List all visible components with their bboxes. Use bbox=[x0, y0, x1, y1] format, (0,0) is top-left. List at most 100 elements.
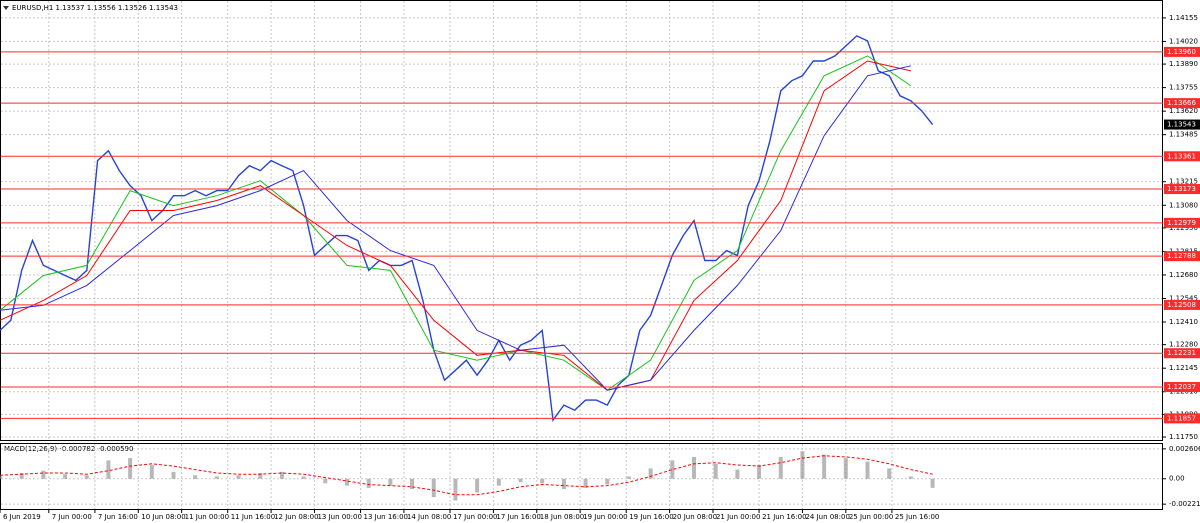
y-tick-label: -0.002215 bbox=[1169, 500, 1200, 508]
macd-header: MACD(12,26,9) -0.000782 -0.000590 bbox=[4, 445, 133, 453]
macd-bar bbox=[410, 478, 415, 490]
x-tick-label: 18 Jun 08:00 bbox=[540, 513, 584, 521]
macd-bar bbox=[128, 458, 133, 479]
macd-bar bbox=[453, 478, 458, 501]
symbol-arrow bbox=[3, 6, 9, 10]
y-tick-label: 1.13215 bbox=[1169, 178, 1198, 186]
x-tick-label: 24 Jun 08:00 bbox=[805, 513, 849, 521]
level-label: 1.13361 bbox=[1167, 152, 1196, 160]
level-label-box bbox=[1164, 184, 1200, 195]
x-tick-label: 21 Jun 16:00 bbox=[762, 513, 806, 521]
macd-bar bbox=[258, 473, 263, 479]
macd-bar bbox=[475, 478, 480, 493]
y-tick-label: 1.11750 bbox=[1169, 433, 1198, 441]
level-label: 1.12231 bbox=[1167, 349, 1196, 357]
macd-bar bbox=[193, 475, 198, 479]
level-label: 1.13960 bbox=[1167, 48, 1196, 56]
macd-bar bbox=[0, 476, 2, 479]
macd-bar bbox=[518, 478, 523, 483]
last-price-box bbox=[1164, 119, 1200, 130]
x-tick-label: 11 Jun 00:00 bbox=[185, 513, 229, 521]
level-label-box bbox=[1164, 151, 1200, 162]
macd-bar bbox=[887, 468, 892, 479]
macd-bar bbox=[648, 468, 653, 479]
macd-bar bbox=[19, 473, 24, 479]
x-tick-label: 14 Jun 08:00 bbox=[407, 513, 451, 521]
level-label: 1.13666 bbox=[1167, 99, 1196, 107]
x-tick-label: 19 Jun 16:00 bbox=[629, 513, 673, 521]
macd-bar bbox=[540, 478, 545, 484]
macd-bar bbox=[366, 478, 371, 488]
macd-bar bbox=[930, 478, 935, 488]
macd-bar bbox=[822, 454, 827, 479]
price-line bbox=[0, 55, 912, 391]
y-tick-label: 1.12280 bbox=[1169, 341, 1198, 349]
y-tick-label: 0.00 bbox=[1169, 475, 1185, 483]
y-tick-label: 1.12680 bbox=[1169, 271, 1198, 279]
level-label-box bbox=[1164, 413, 1200, 424]
y-tick-label: 0.002606 bbox=[1169, 445, 1200, 453]
level-label-box bbox=[1164, 382, 1200, 393]
y-tick-label: 1.12950 bbox=[1169, 224, 1198, 232]
level-label: 1.12508 bbox=[1167, 301, 1196, 309]
macd-bar bbox=[670, 460, 675, 479]
macd-bar bbox=[388, 478, 393, 486]
macd-bar bbox=[279, 471, 284, 479]
level-label: 1.12979 bbox=[1167, 219, 1196, 227]
level-label-box bbox=[1164, 46, 1200, 57]
level-label: 1.12788 bbox=[1167, 252, 1196, 260]
y-tick-label: 1.12545 bbox=[1169, 294, 1198, 302]
x-tick-label: 7 Jun 00:00 bbox=[52, 513, 92, 521]
price-panel-frame bbox=[0, 0, 1163, 441]
macd-bar bbox=[149, 464, 154, 479]
y-tick-label: 1.13890 bbox=[1169, 60, 1198, 68]
macd-bar bbox=[757, 464, 762, 479]
x-tick-label: 17 Jun 00:00 bbox=[453, 513, 497, 521]
level-label: 1.11857 bbox=[1167, 414, 1196, 422]
macd-bar bbox=[908, 476, 913, 479]
y-tick-label: 1.13620 bbox=[1169, 107, 1198, 115]
price-line bbox=[0, 35, 934, 422]
macd-bar bbox=[561, 478, 566, 490]
y-tick-label: 1.12410 bbox=[1169, 318, 1198, 326]
price-line bbox=[0, 60, 912, 391]
macd-bar bbox=[345, 478, 350, 486]
macd-bar bbox=[843, 458, 848, 479]
macd-bar bbox=[41, 470, 46, 479]
macd-bar bbox=[583, 478, 588, 488]
x-tick-label: 10 Jun 08:00 bbox=[141, 513, 185, 521]
y-tick-label: 1.14155 bbox=[1169, 14, 1198, 22]
price-line bbox=[0, 65, 912, 391]
macd-bar bbox=[106, 460, 111, 479]
x-tick-label: 25 Jun 00:00 bbox=[849, 513, 893, 521]
level-label-box bbox=[1164, 217, 1200, 228]
macd-bar bbox=[865, 461, 870, 479]
x-tick-label: 17 Jun 16:00 bbox=[496, 513, 540, 521]
y-tick-label: 1.13485 bbox=[1169, 131, 1198, 139]
macd-bar bbox=[692, 456, 697, 479]
macd-bar bbox=[171, 471, 176, 479]
x-tick-label: 7 Jun 16:00 bbox=[98, 513, 138, 521]
price-header: EURUSD,H1 1.13537 1.13556 1.13526 1.1354… bbox=[12, 4, 178, 12]
macd-bar bbox=[214, 476, 219, 479]
x-tick-label: 12 Jun 08:00 bbox=[274, 513, 318, 521]
y-tick-label: 1.13755 bbox=[1169, 84, 1198, 92]
y-tick-label: 1.13080 bbox=[1169, 201, 1198, 209]
macd-bar bbox=[323, 478, 328, 484]
macd-bar bbox=[713, 463, 718, 479]
x-tick-label: 21 Jun 00:00 bbox=[716, 513, 760, 521]
level-label-box bbox=[1164, 348, 1200, 359]
x-tick-label: 6 Jun 2019 bbox=[3, 513, 41, 521]
macd-bar bbox=[63, 474, 68, 479]
x-tick-label: 13 Jun 00:00 bbox=[317, 513, 361, 521]
macd-bar bbox=[84, 475, 89, 479]
macd-bar bbox=[496, 478, 501, 486]
x-tick-label: 13 Jun 16:00 bbox=[364, 513, 408, 521]
macd-bar bbox=[626, 476, 631, 479]
macd-bar bbox=[431, 478, 436, 498]
level-label-box bbox=[1164, 299, 1200, 310]
macd-bar bbox=[301, 476, 306, 479]
level-label-box bbox=[1164, 98, 1200, 109]
level-label: 1.12037 bbox=[1167, 383, 1196, 391]
